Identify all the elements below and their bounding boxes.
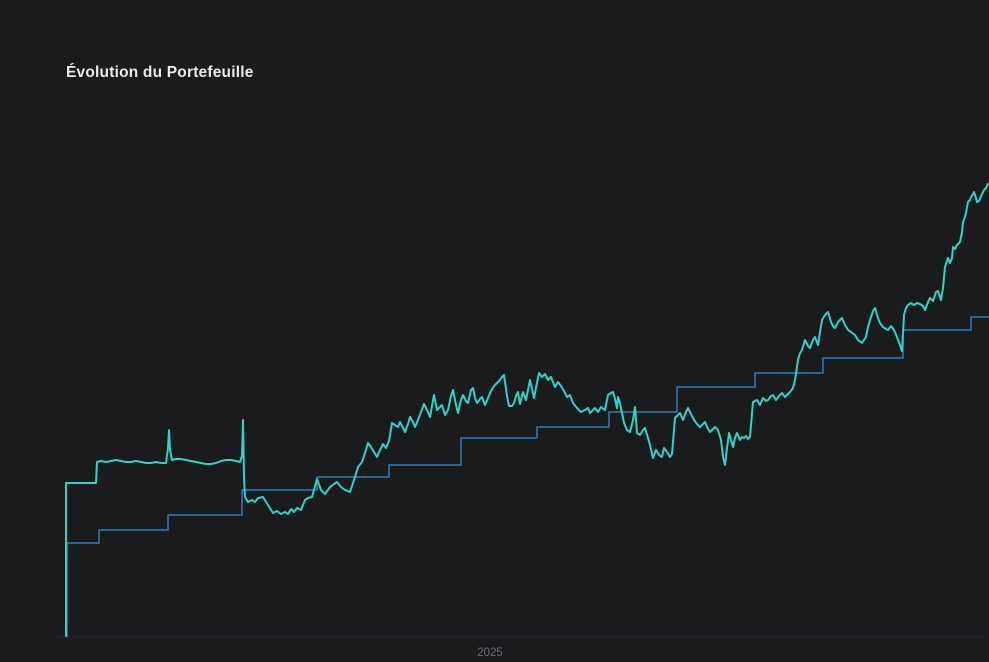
portfolio-value-line	[65, 183, 989, 637]
x-axis-tick-2025: 2025	[477, 647, 503, 659]
invested-steps-line	[66, 316, 989, 637]
chart-title: Évolution du Portefeuille	[66, 64, 254, 81]
